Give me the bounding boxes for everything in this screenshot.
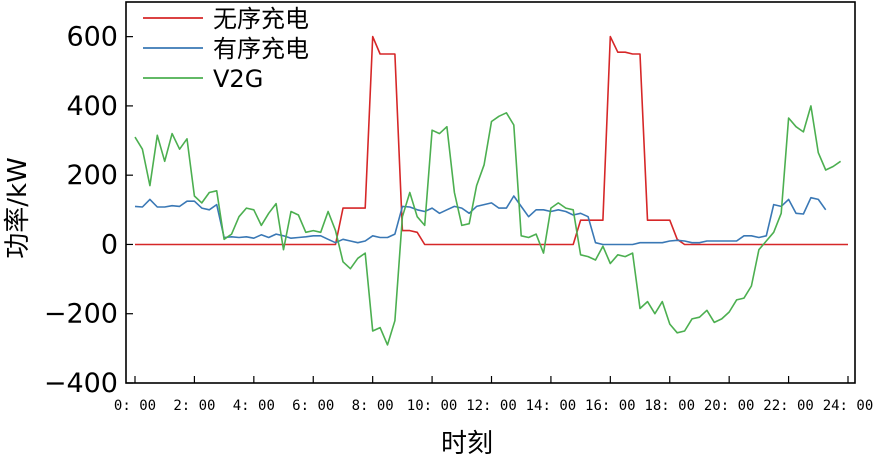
x-tick-label: 4: 00 [233, 398, 275, 414]
y-tick-label: 200 [66, 160, 118, 191]
series-line-2 [134, 195, 827, 246]
legend-label-3: V2G [213, 65, 263, 93]
y-tick-label: −400 [44, 368, 118, 399]
y-tick-label: 0 [101, 229, 118, 260]
x-axis-title: 时刻 [441, 429, 493, 459]
y-tick-label: −200 [44, 299, 118, 330]
legend-label-2: 有序充电 [213, 35, 309, 63]
series-layer [134, 35, 848, 346]
x-tick-label: 24: 00 [823, 398, 874, 414]
series-line-1 [135, 35, 848, 246]
x-tick-label: 16: 00 [585, 398, 636, 414]
x-tick-label: 2: 00 [173, 398, 215, 414]
x-tick-label: 8: 00 [352, 398, 394, 414]
x-tick-label: 10: 00 [407, 398, 458, 414]
x-tick-label: 6: 00 [292, 398, 334, 414]
x-tick-label: 22: 00 [763, 398, 814, 414]
y-axis-title: 功率/kW [3, 157, 33, 259]
y-tick-label: 600 [66, 22, 118, 53]
series-line-3 [134, 105, 842, 346]
x-tick-label: 12: 00 [466, 398, 517, 414]
x-tick-label: 14: 00 [526, 398, 577, 414]
legend-label-1: 无序充电 [213, 5, 309, 33]
x-tick-label: 18: 00 [644, 398, 695, 414]
plot-frame [125, 1, 856, 384]
x-tick-label: 0: 00 [114, 398, 156, 414]
x-tick-label: 20: 00 [704, 398, 755, 414]
y-tick-label: 400 [66, 91, 118, 122]
axes-layer: −400 −200 0 200 400 600 0: 00 2: 00 4: 00 6: 00 8:… [44, 1, 874, 414]
